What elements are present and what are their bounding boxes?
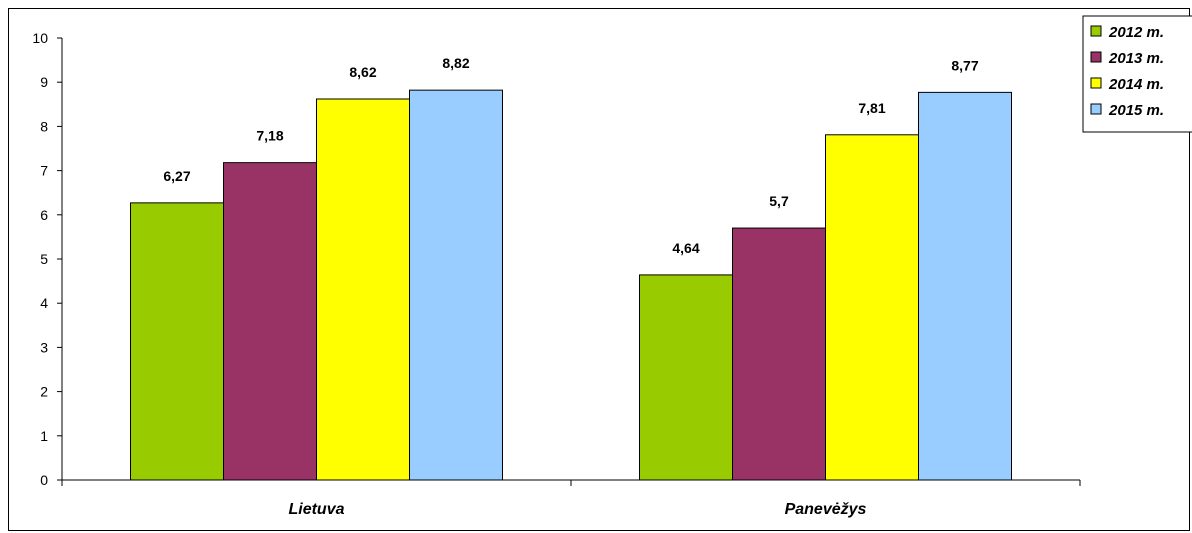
y-tick-label: 5 bbox=[40, 251, 48, 267]
legend-label: 2014 m. bbox=[1108, 76, 1164, 93]
y-tick-label: 9 bbox=[40, 74, 48, 90]
bar-value-label: 7,81 bbox=[858, 100, 885, 116]
bar-panevys-3 bbox=[825, 134, 919, 481]
bar-value-label: 8,77 bbox=[951, 57, 978, 73]
legend-swatch bbox=[1090, 103, 1102, 115]
bar-value-label: 6,27 bbox=[163, 168, 190, 184]
bar-value-label: 5,7 bbox=[769, 193, 789, 209]
bar-lietuva-4 bbox=[409, 89, 503, 481]
bars bbox=[130, 89, 1012, 481]
chart-frame bbox=[8, 8, 1190, 531]
legend-swatch bbox=[1090, 77, 1102, 89]
bar-lietuva-2 bbox=[223, 162, 317, 481]
y-tick-label: 7 bbox=[40, 163, 48, 179]
y-tick-label: 0 bbox=[40, 472, 48, 488]
bar-value-label: 8,62 bbox=[349, 64, 376, 80]
y-tick-label: 4 bbox=[40, 295, 48, 311]
bar-lietuva-3 bbox=[316, 98, 410, 481]
y-tick-label: 6 bbox=[40, 207, 48, 223]
bar-panevys-4 bbox=[918, 91, 1012, 481]
legend-label: 2012 m. bbox=[1108, 24, 1164, 41]
legend-label: 2013 m. bbox=[1108, 50, 1164, 67]
bar-value-label: 4,64 bbox=[672, 240, 699, 256]
y-tick-label: 2 bbox=[40, 384, 48, 400]
bar-panevys-2 bbox=[732, 227, 826, 481]
bar-lietuva-1 bbox=[130, 202, 224, 481]
y-tick-label: 3 bbox=[40, 339, 48, 355]
legend: 2012 m. 2013 m. 2014 m. 2015 m. bbox=[1082, 15, 1192, 133]
bar-value-label: 7,18 bbox=[256, 128, 283, 144]
y-tick-label: 10 bbox=[32, 30, 48, 46]
bar-panevys-1 bbox=[639, 274, 733, 481]
legend-label: 2015 m. bbox=[1108, 102, 1164, 119]
category-label: Lietuva bbox=[288, 501, 344, 518]
y-tick-label: 1 bbox=[40, 428, 48, 444]
bar-value-label: 8,82 bbox=[442, 55, 469, 71]
legend-swatch bbox=[1090, 51, 1102, 63]
legend-swatch bbox=[1090, 25, 1102, 37]
y-tick-label: 8 bbox=[40, 118, 48, 134]
category-label: Panevėžys bbox=[785, 501, 867, 518]
data-labels: 6,27 7,18 8,62 8,82 Lietuva 4,64 5,7 7,81 8,77 Pa… bbox=[163, 55, 978, 518]
